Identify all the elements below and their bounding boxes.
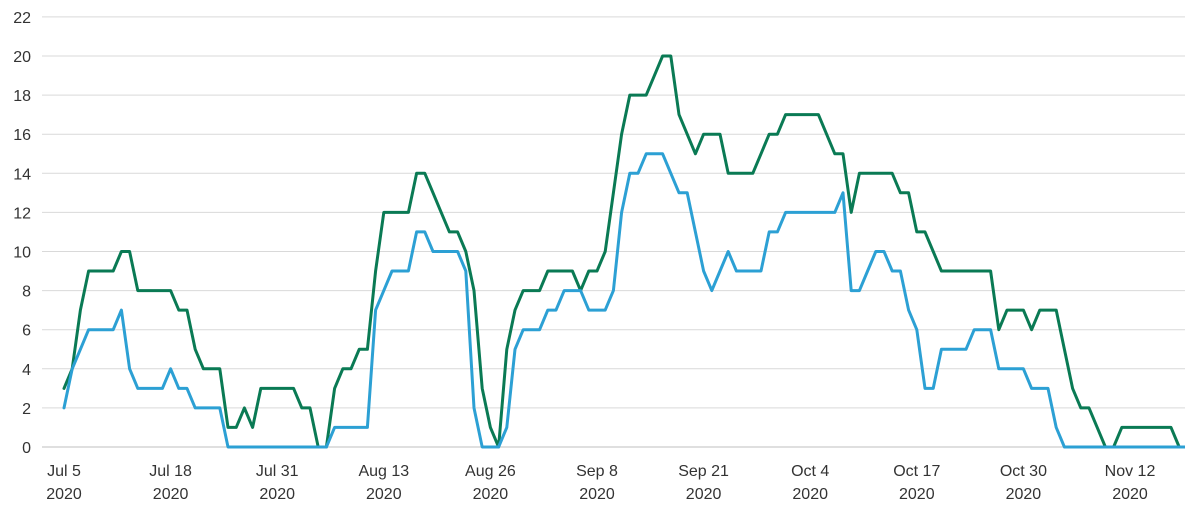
- series-lines: [62, 54, 1185, 449]
- y-tick-label: 22: [13, 10, 31, 27]
- series-line-green: [62, 54, 1185, 449]
- x-tick: Jul 31 2020: [256, 463, 299, 503]
- x-tick-label-year: 2020: [579, 486, 615, 503]
- x-tick-label-date: Oct 17: [893, 463, 940, 480]
- x-tick: Oct 4 2020: [791, 463, 829, 503]
- x-tick: Sep 8 2020: [576, 463, 618, 503]
- x-tick-label-date: Sep 8: [576, 463, 618, 480]
- x-tick-label-date: Jul 31: [256, 463, 299, 480]
- x-tick-label-year: 2020: [153, 486, 189, 503]
- y-tick-label: 2: [22, 401, 31, 418]
- x-tick-label-year: 2020: [46, 486, 82, 503]
- x-tick-label-year: 2020: [366, 486, 402, 503]
- x-tick-label-year: 2020: [899, 486, 935, 503]
- x-tick: Oct 17 2020: [893, 463, 940, 503]
- x-tick-label-year: 2020: [686, 486, 722, 503]
- gridlines: [42, 16, 1185, 448]
- y-tick-label: 0: [22, 440, 31, 457]
- x-tick: Aug 13 2020: [358, 463, 409, 503]
- x-tick-label-date: Sep 21: [678, 463, 729, 480]
- y-tick-label: 16: [13, 127, 31, 144]
- x-tick-label-date: Jul 5: [47, 463, 81, 480]
- x-tick-label-year: 2020: [792, 486, 828, 503]
- x-tick-label-date: Oct 4: [791, 463, 829, 480]
- y-tick-label: 12: [13, 205, 31, 222]
- x-tick-label-year: 2020: [1006, 486, 1042, 503]
- x-tick: Sep 21 2020: [678, 463, 729, 503]
- y-tick-label: 8: [22, 284, 31, 301]
- x-tick-label-date: Jul 18: [149, 463, 192, 480]
- x-tick: Oct 30 2020: [1000, 463, 1047, 503]
- x-tick: Nov 12 2020: [1105, 463, 1156, 503]
- x-tick-label-year: 2020: [1112, 486, 1148, 503]
- y-tick-label: 10: [13, 245, 31, 262]
- x-tick: Aug 26 2020: [465, 463, 516, 503]
- series-line-blue: [62, 152, 1185, 449]
- x-tick: Jul 18 2020: [149, 463, 192, 503]
- y-axis-tick-labels: 0 2 4 6 8 10 12 14 16 18 20 22: [13, 10, 31, 457]
- x-tick-label-date: Aug 13: [358, 463, 409, 480]
- x-tick-label-date: Oct 30: [1000, 463, 1047, 480]
- x-tick: Jul 5 2020: [46, 463, 82, 503]
- x-tick-label-date: Aug 26: [465, 463, 516, 480]
- y-tick-label: 4: [22, 362, 31, 379]
- x-tick-label-date: Nov 12: [1105, 463, 1156, 480]
- y-tick-label: 20: [13, 49, 31, 66]
- y-tick-label: 18: [13, 88, 31, 105]
- y-tick-label: 14: [13, 166, 31, 183]
- x-tick-label-year: 2020: [259, 486, 295, 503]
- y-tick-label: 6: [22, 323, 31, 340]
- x-tick-label-year: 2020: [473, 486, 509, 503]
